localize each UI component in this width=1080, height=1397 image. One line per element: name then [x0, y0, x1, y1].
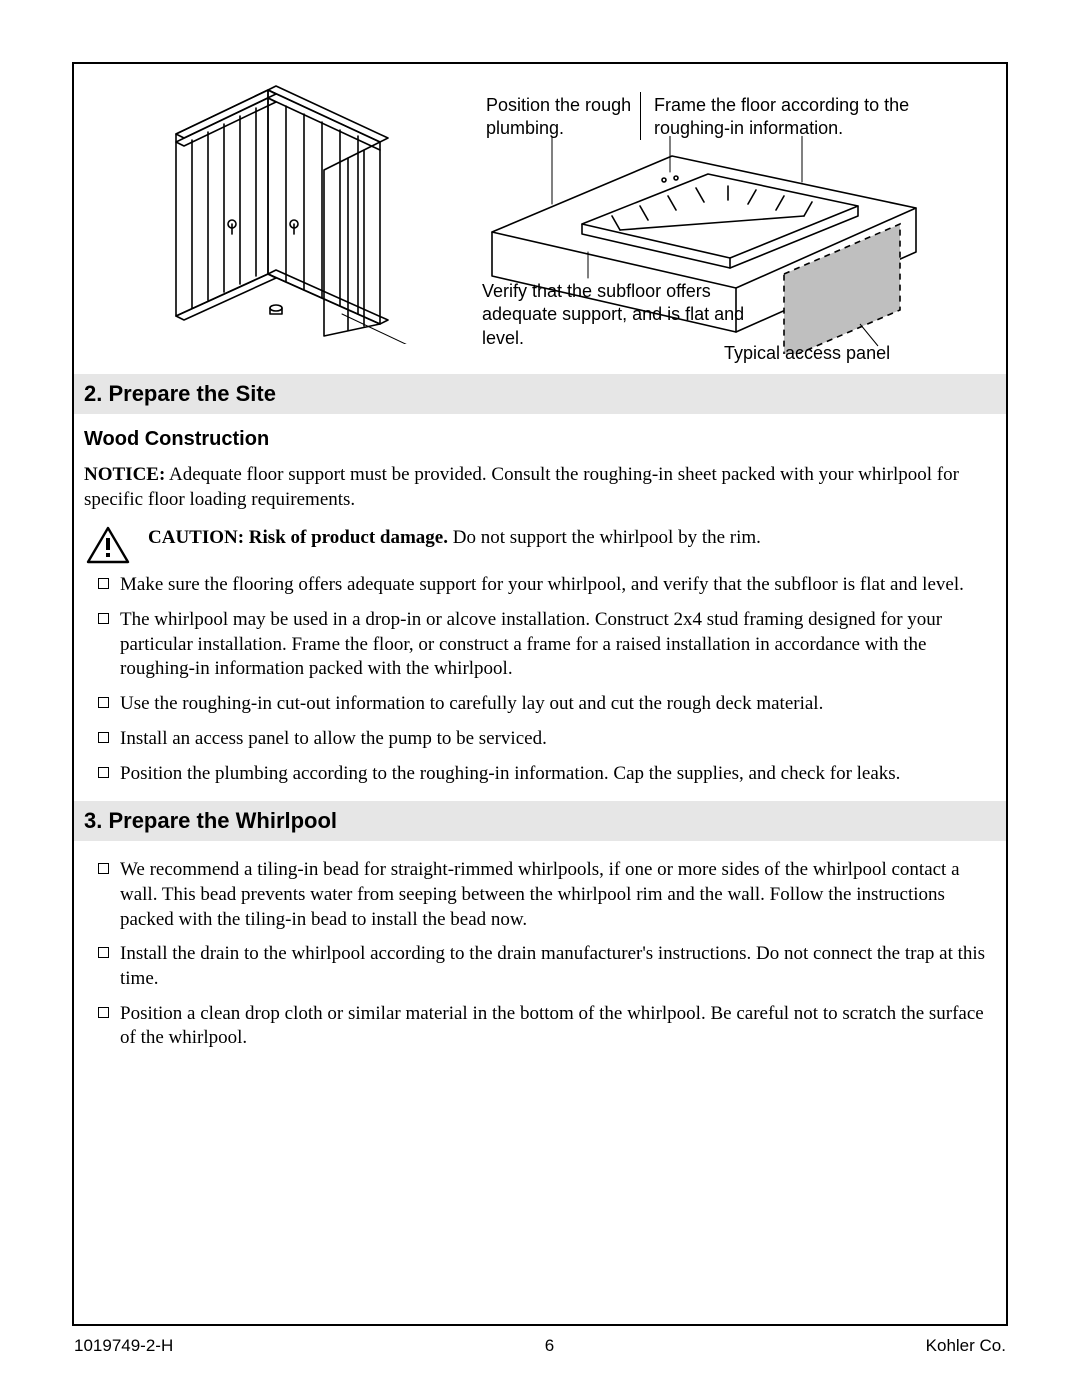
callout-plumbing: Position the rough plumbing. [486, 94, 646, 141]
caution-row: CAUTION: Risk of product damage. Do not … [74, 518, 1006, 568]
page-number: 6 [545, 1336, 554, 1356]
section-3-checklist: We recommend a tiling-in bead for straig… [74, 841, 1006, 1056]
company-name: Kohler Co. [926, 1336, 1006, 1356]
list-item: Install an access panel to allow the pum… [102, 722, 992, 757]
list-item: Position the plumbing according to the r… [102, 757, 992, 792]
callout-frame: Frame the floor according to the roughin… [654, 94, 944, 141]
callout-divider [640, 92, 641, 140]
list-item: Position a clean drop cloth or similar m… [102, 997, 992, 1056]
doc-id: 1019749-2-H [74, 1336, 173, 1356]
notice-label: NOTICE: [84, 464, 165, 485]
list-item: We recommend a tiling-in bead for straig… [102, 853, 992, 937]
notice-paragraph: NOTICE: Adequate floor support must be p… [74, 457, 1006, 518]
warning-icon [84, 526, 132, 564]
page-footer: 1019749-2-H 6 Kohler Co. [74, 1336, 1006, 1356]
wall-framing-diagram [148, 76, 418, 344]
page-frame: Position the rough plumbing. Frame the f… [72, 62, 1008, 1326]
section-2-heading: 2. Prepare the Site [74, 374, 1006, 414]
list-item: Install the drain to the whirlpool accor… [102, 937, 992, 996]
section-2-subheading: Wood Construction [74, 414, 1006, 457]
callout-subfloor: Verify that the subfloor offers adequate… [482, 280, 752, 350]
caution-label: CAUTION: Risk of product damage. [148, 527, 448, 548]
section-2-checklist: Make sure the flooring offers adequate s… [74, 568, 1006, 791]
callout-access-panel: Typical access panel [724, 342, 944, 365]
list-item: The whirlpool may be used in a drop-in o… [102, 603, 992, 687]
notice-text: Adequate floor support must be provided.… [84, 464, 959, 510]
list-item: Use the roughing-in cut-out information … [102, 687, 992, 722]
section-3-heading: 3. Prepare the Whirlpool [74, 801, 1006, 841]
caution-text: Do not support the whirlpool by the rim. [448, 527, 761, 548]
diagram-area: Position the rough plumbing. Frame the f… [74, 64, 1006, 360]
list-item: Make sure the flooring offers adequate s… [102, 568, 992, 603]
